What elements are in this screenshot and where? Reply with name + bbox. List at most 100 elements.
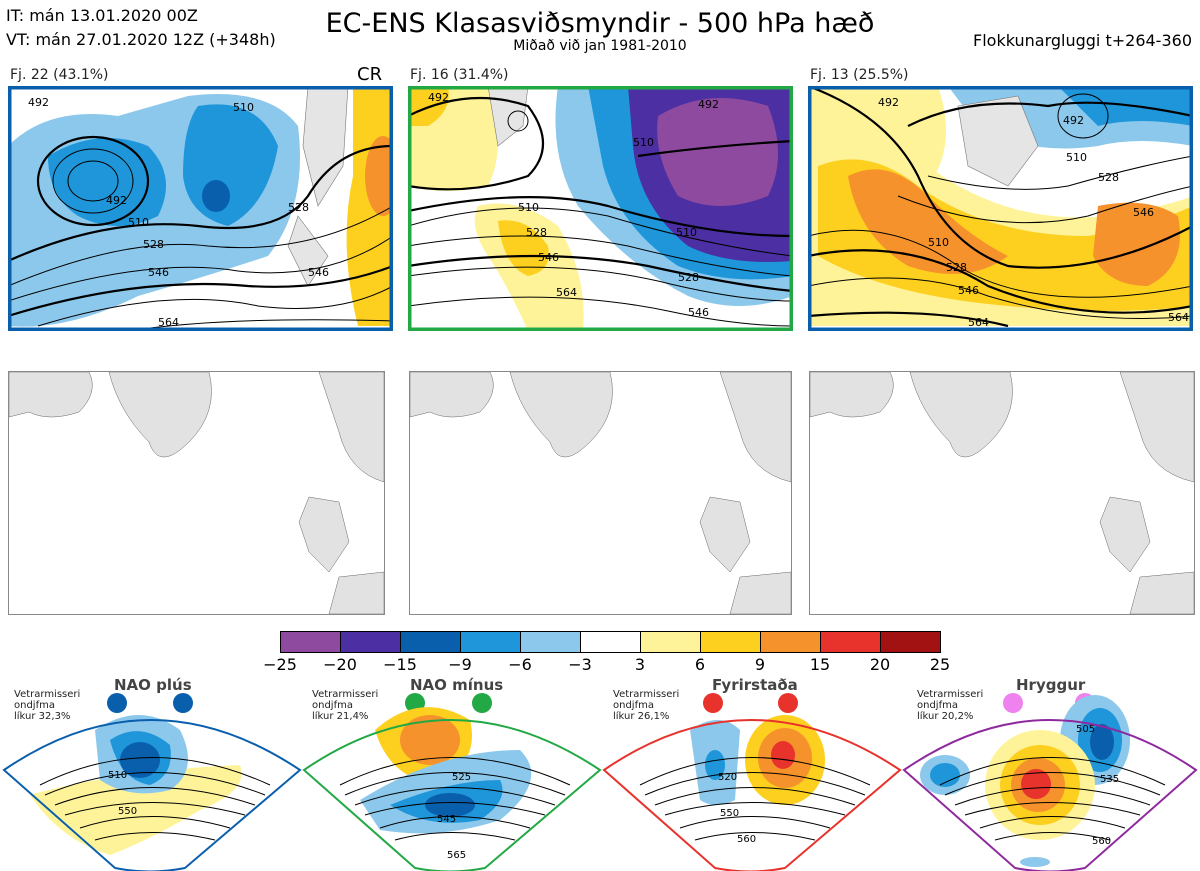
cluster-map-2[interactable]: 492 492 510 528 546 564 510 528 546 510: [408, 86, 793, 331]
contour-label: 510: [1066, 151, 1087, 164]
contour-label: 564: [1168, 311, 1189, 324]
cluster-map-3[interactable]: 492 492 510 528 546 564 510 528 546 564: [808, 86, 1193, 331]
cluster-2-label: Fj. 16 (31.4%): [410, 67, 509, 83]
regime-map-blocking[interactable]: 520 550 560: [600, 690, 905, 871]
contour-label: 565: [447, 850, 466, 861]
cluster-3-label: Fj. 13 (25.5%): [810, 67, 909, 83]
contour-label: 528: [678, 271, 699, 284]
contour-label: 546: [688, 306, 709, 319]
contour-label: 510: [233, 101, 254, 114]
contour-label: 550: [118, 806, 137, 817]
valid-time-label: VT: mán 27.01.2020 12Z (+348h): [6, 30, 276, 49]
contour-label: 550: [720, 808, 739, 819]
window-label: Flokkunargluggi t+264-360: [973, 31, 1192, 50]
cluster-1-marker: CR: [357, 64, 383, 85]
contour-label: 564: [556, 286, 577, 299]
colorbar-swatch: [461, 632, 521, 652]
colorbar-swatch: [581, 632, 641, 652]
contour-label: 546: [538, 251, 559, 264]
blank-map-3[interactable]: [809, 371, 1195, 615]
contour-label: 528: [946, 261, 967, 274]
colorbar-tick-label: 25: [929, 655, 951, 674]
cluster-3-frame: [808, 86, 1193, 331]
colorbar-tick-label: 20: [869, 655, 891, 674]
regime-dot-blocking-right: [778, 693, 798, 713]
contour-label: 510: [676, 226, 697, 239]
contour-label: 546: [1133, 206, 1154, 219]
contour-label: 505: [1076, 724, 1095, 735]
regime-map-nao-plus[interactable]: 510 550: [0, 690, 305, 871]
contour-label: 546: [308, 266, 329, 279]
cluster-map-1-svg: 492 510 528 546 564 492 510 528 546: [8, 86, 393, 331]
colorbar-tick-label: 9: [754, 655, 766, 674]
colorbar: [280, 631, 941, 653]
colorbar-tick-label: −15: [383, 655, 417, 674]
colorbar-tick-label: 15: [809, 655, 831, 674]
cluster-2-frame: [408, 86, 793, 331]
regime-info-ridge: Vetrarmisseri ondjfma líkur 20,2%: [917, 689, 984, 722]
contour-label: 545: [437, 814, 456, 825]
colorbar-tick-label: 6: [694, 655, 706, 674]
initial-time-label: IT: mán 13.01.2020 00Z: [6, 6, 198, 25]
cluster-1-frame: [8, 86, 393, 331]
colorbar-tick-label: −25: [263, 655, 297, 674]
contour-label: 560: [737, 834, 756, 845]
colorbar-swatch: [281, 632, 341, 652]
contour-label: 492: [698, 98, 719, 111]
contour-label: 564: [158, 316, 179, 329]
colorbar-swatch: [761, 632, 821, 652]
regime-dot-nao-minus-right: [472, 693, 492, 713]
contour-label: 528: [1098, 171, 1119, 184]
contour-label: 535: [1100, 774, 1119, 785]
colorbar-tick-label: −9: [448, 655, 472, 674]
contour-label: 492: [28, 96, 49, 109]
colorbar-swatch: [701, 632, 761, 652]
blank-map-2[interactable]: [409, 371, 792, 615]
blank-map-1[interactable]: [8, 371, 385, 615]
contour-label: 492: [878, 96, 899, 109]
cluster-map-2-svg: 492 492 510 528 546 564 510 528 546 510: [408, 86, 793, 331]
contour-label: 492: [428, 91, 449, 104]
contour-label: 492: [106, 194, 127, 207]
colorbar-swatch: [641, 632, 701, 652]
contour-label: 510: [633, 136, 654, 149]
colorbar-swatch: [821, 632, 881, 652]
contour-label: 546: [958, 284, 979, 297]
contour-label: 528: [526, 226, 547, 239]
contour-label: 546: [148, 266, 169, 279]
regime-info-nao-minus: Vetrarmisseri ondjfma líkur 21,4%: [312, 689, 379, 722]
contour-label: 510: [928, 236, 949, 249]
cluster-map-1[interactable]: 492 510 528 546 564 492 510 528 546: [8, 86, 393, 331]
regime-name-nao-plus: NAO plús: [114, 676, 192, 694]
regime-map-nao-minus[interactable]: 525 545 565: [300, 690, 605, 871]
colorbar-tick-label: 3: [634, 655, 646, 674]
page-subtitle: Miðað við jan 1981-2010: [513, 38, 687, 54]
regime-name-nao-minus: NAO mínus: [410, 676, 504, 694]
regime-dot-nao-plus-right: [173, 693, 193, 713]
colorbar-tick-label: −3: [568, 655, 592, 674]
regime-dot-ridge-left: [1003, 693, 1023, 713]
contour-label: 510: [518, 201, 539, 214]
regime-dot-nao-plus-left: [107, 693, 127, 713]
colorbar-swatch: [881, 632, 940, 652]
regime-map-ridge[interactable]: 505 535 560: [900, 690, 1200, 871]
colorbar-swatch: [521, 632, 581, 652]
contour-label: 525: [452, 772, 471, 783]
contour-label: 492: [1063, 114, 1084, 127]
contour-label: 520: [718, 772, 737, 783]
blank-map-3-svg: [810, 372, 1194, 614]
contour-label: 510: [128, 216, 149, 229]
contour-label: 560: [1092, 836, 1111, 847]
colorbar-tick-label: −20: [323, 655, 357, 674]
page-title: EC-ENS Klasasviðsmyndir - 500 hPa hæð: [325, 8, 875, 39]
colorbar-tick-label: −6: [508, 655, 532, 674]
contour-label: 528: [143, 238, 164, 251]
contour-label: 528: [288, 201, 309, 214]
colorbar-swatch: [401, 632, 461, 652]
blank-map-2-svg: [410, 372, 791, 614]
contour-label: 510: [108, 770, 127, 781]
regime-name-ridge: Hryggur: [1016, 676, 1086, 694]
colorbar-swatch: [341, 632, 401, 652]
regime-name-blocking: Fyrirstaða: [712, 676, 798, 694]
cluster-map-3-svg: 492 492 510 528 546 564 510 528 546 564: [808, 86, 1193, 331]
